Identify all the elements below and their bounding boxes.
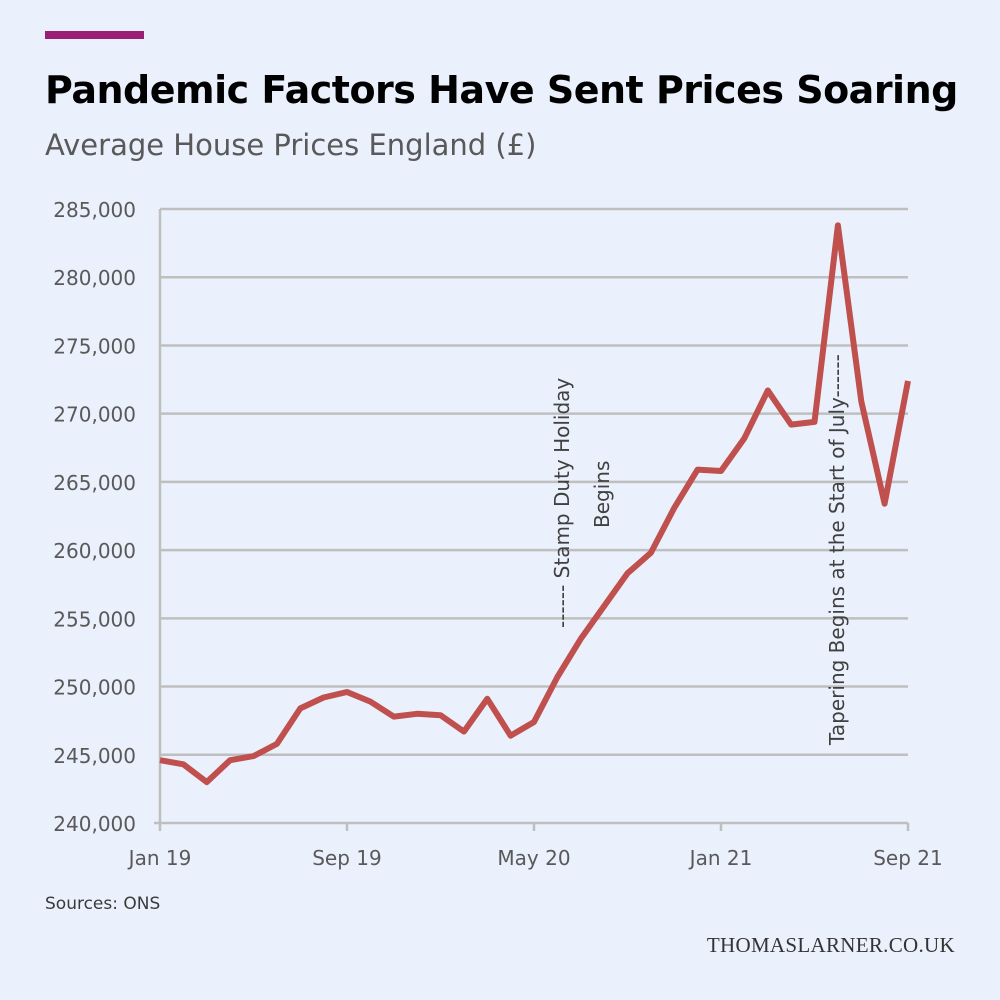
x-tick-label: May 20	[497, 846, 570, 870]
brand-watermark: THOMASLARNER.CO.UK	[706, 933, 955, 957]
y-tick-label: 245,000	[53, 744, 136, 768]
x-tick-label: Jan 19	[127, 846, 192, 870]
y-tick-label: 285,000	[53, 198, 136, 222]
y-tick-label: 255,000	[53, 607, 136, 631]
y-tick-label: 270,000	[53, 403, 136, 427]
annotation-stamp-duty: ------ Stamp Duty Holiday	[550, 378, 574, 628]
chart-subtitle: Average House Prices England (£)	[45, 128, 537, 162]
y-tick-label: 275,000	[53, 334, 136, 358]
price-series-line	[159, 222, 911, 786]
accent-bar	[45, 31, 144, 39]
y-tick-label: 250,000	[53, 676, 136, 700]
annotation-stamp-duty: Begins	[590, 461, 614, 528]
x-tick-label: Jan 21	[688, 846, 753, 870]
x-tick-label: Sep 21	[873, 846, 943, 870]
annotation-tapering: Tapering Begins at the Start of July----…	[825, 354, 849, 746]
y-tick-label: 265,000	[53, 471, 136, 495]
page-title: Pandemic Factors Have Sent Prices Soarin…	[45, 68, 958, 112]
x-tick-label: Sep 19	[312, 846, 382, 870]
y-tick-label: 260,000	[53, 539, 136, 563]
source-note: Sources: ONS	[45, 894, 161, 914]
y-tick-label: 240,000	[53, 812, 136, 836]
y-tick-label: 280,000	[53, 266, 136, 290]
